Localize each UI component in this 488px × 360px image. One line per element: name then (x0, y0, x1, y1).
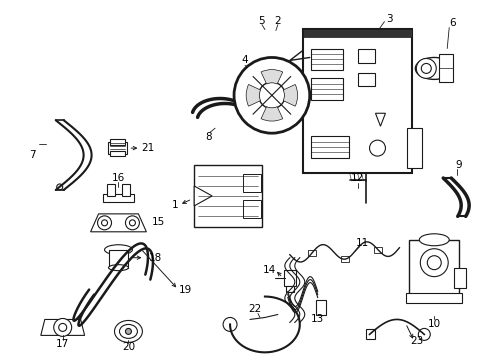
Circle shape (98, 216, 111, 230)
Bar (106, 184, 114, 196)
Bar (302, 28, 411, 37)
Text: 12: 12 (350, 173, 364, 183)
Circle shape (258, 82, 285, 109)
Circle shape (59, 323, 66, 332)
Bar (357, 49, 375, 63)
Text: 13: 13 (310, 314, 324, 324)
Bar (109, 151, 125, 156)
Bar (406, 293, 461, 302)
Ellipse shape (119, 324, 137, 338)
Text: 23: 23 (410, 336, 423, 346)
Bar (243, 174, 261, 192)
Bar (408, 240, 458, 294)
Text: 19: 19 (178, 284, 191, 294)
Text: 10: 10 (427, 319, 440, 329)
Bar (102, 194, 134, 202)
Circle shape (417, 328, 429, 340)
Ellipse shape (414, 58, 452, 80)
Wedge shape (245, 85, 260, 106)
Text: 16: 16 (112, 173, 125, 183)
Bar (453, 268, 465, 288)
Bar (407, 128, 422, 168)
Bar (122, 184, 130, 196)
Text: 2: 2 (274, 15, 281, 26)
Ellipse shape (114, 320, 142, 342)
Circle shape (125, 328, 131, 334)
Text: 8: 8 (204, 132, 211, 142)
Ellipse shape (104, 245, 132, 255)
Polygon shape (194, 186, 212, 206)
Circle shape (421, 63, 430, 73)
Text: 15: 15 (151, 217, 164, 227)
Circle shape (427, 256, 440, 270)
Bar (194, 165, 262, 227)
Bar (283, 270, 295, 285)
Polygon shape (375, 113, 385, 126)
Bar (302, 28, 411, 173)
Text: 18: 18 (148, 253, 162, 263)
Polygon shape (41, 319, 84, 336)
Text: 22: 22 (248, 305, 261, 315)
Circle shape (54, 319, 72, 336)
Circle shape (102, 220, 107, 226)
Bar (285, 285, 293, 292)
Circle shape (415, 58, 435, 78)
Wedge shape (261, 69, 282, 84)
Circle shape (129, 220, 135, 226)
Text: 1: 1 (172, 200, 178, 210)
Text: 9: 9 (455, 160, 462, 170)
Ellipse shape (419, 234, 448, 246)
Wedge shape (261, 107, 282, 121)
Text: 6: 6 (448, 18, 455, 28)
Ellipse shape (108, 265, 128, 271)
Bar (438, 54, 452, 82)
Text: 11: 11 (355, 238, 368, 248)
Text: 4: 4 (241, 55, 248, 66)
Text: 7: 7 (29, 150, 36, 160)
Bar (310, 136, 348, 158)
Text: 21: 21 (142, 143, 155, 153)
Circle shape (369, 140, 385, 156)
Text: 3: 3 (386, 14, 392, 24)
Bar (374, 247, 382, 253)
Circle shape (234, 58, 309, 133)
Bar (243, 200, 261, 218)
Bar (365, 329, 375, 339)
Bar (310, 49, 342, 71)
Bar (108, 250, 128, 268)
Text: 5: 5 (258, 15, 264, 26)
Bar (357, 73, 375, 86)
Circle shape (223, 318, 237, 332)
Wedge shape (283, 85, 297, 106)
Text: 17: 17 (56, 339, 69, 349)
Text: 20: 20 (122, 342, 135, 352)
Circle shape (57, 184, 62, 190)
Text: 14: 14 (263, 265, 276, 275)
Bar (107, 142, 127, 154)
Polygon shape (90, 214, 146, 232)
Bar (109, 139, 125, 145)
Bar (341, 256, 348, 262)
Circle shape (125, 216, 139, 230)
Bar (307, 250, 315, 256)
Circle shape (420, 249, 447, 276)
Bar (315, 300, 325, 315)
Bar (310, 78, 342, 100)
